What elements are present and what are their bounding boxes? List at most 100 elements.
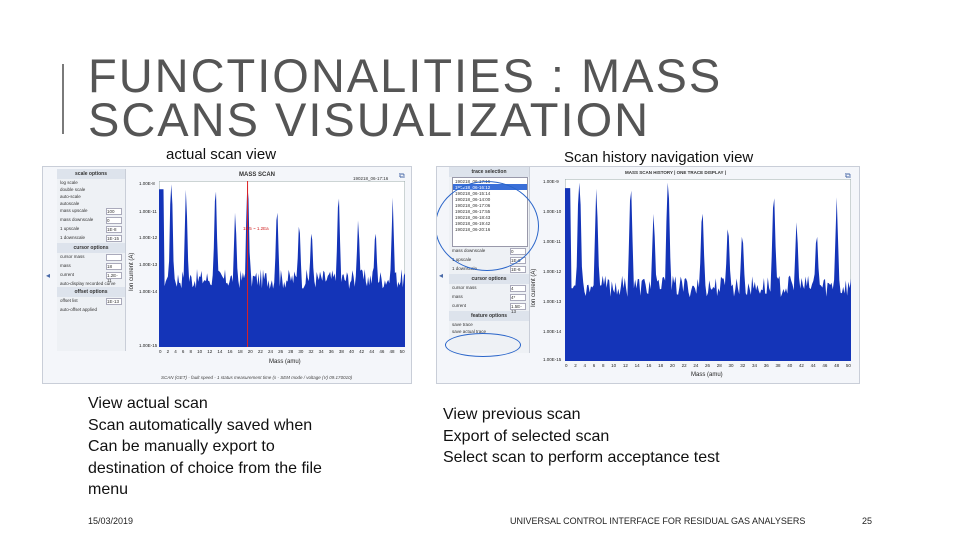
left-ytick: 1.00E-8 <box>139 181 155 186</box>
page-number: 25 <box>862 516 873 526</box>
footer-date: 15/03/2019 <box>88 516 134 526</box>
left-ytick: 1.00E-14 <box>139 289 158 294</box>
export-icon[interactable]: ⧉ <box>845 171 851 180</box>
feature-row[interactable]: save trace <box>452 322 473 327</box>
config-row[interactable]: mass downscale 0 <box>57 216 125 225</box>
left-plot-timestamp: 190218_06-17:16 <box>353 176 389 181</box>
x-tick-label: 2 <box>166 349 170 354</box>
x-tick-label: 0 <box>159 349 162 354</box>
config-row[interactable]: 1 downscale 1E-6 <box>449 265 529 274</box>
left-status-footnote: SCAN (GET) - fault speed - 1 status meas… <box>161 375 353 380</box>
cursor-row[interactable]: cursor mass 4 <box>449 284 529 293</box>
bullet-item: View previous scan <box>443 406 581 423</box>
x-tick-label: 34 <box>751 363 757 368</box>
right-ytick: 1.00E-11 <box>543 239 561 244</box>
collapse-arrow-icon[interactable]: ◂ <box>46 271 51 280</box>
x-tick-label: 8 <box>189 349 193 354</box>
x-tick-label: 44 <box>810 363 816 368</box>
actual-scan-screenshot: scale options log scale double scale aut… <box>42 166 412 384</box>
left-xticks: 0 2 4 6 8 10 12 14 16 18 20 22 24 26 28 30 32 34 36 38 40 42 4… <box>159 349 405 354</box>
config-row[interactable]: 1 upscale 1E-8 <box>57 225 125 234</box>
x-tick-label: 10 <box>197 349 203 354</box>
extra-row[interactable]: auto-display recorded curve <box>60 281 116 286</box>
x-tick-label: 46 <box>379 349 385 354</box>
x-tick-label: 50 <box>845 363 851 368</box>
feature-row[interactable]: save actual trace <box>452 329 487 334</box>
x-tick-label: 12 <box>207 349 213 354</box>
trace-list-item[interactable]: 190218_06-17:16 <box>455 178 491 184</box>
collapse-arrow-icon[interactable]: ◂ <box>439 271 444 280</box>
x-tick-label: 38 <box>775 363 781 368</box>
cursor-options-header: cursor options <box>449 274 529 284</box>
x-tick-label: 42 <box>359 349 365 354</box>
x-tick-label: 24 <box>268 349 274 354</box>
x-tick-label: 40 <box>787 363 793 368</box>
x-tick-label: 36 <box>763 363 769 368</box>
right-ytick: 1.00E-12 <box>543 269 562 274</box>
bullet-item: Export of selected scan <box>443 427 610 445</box>
x-tick-label: 14 <box>217 349 223 354</box>
x-tick-label: 30 <box>728 363 734 368</box>
slide-title: FUNCTIONALITIES : MASS SCANS VISUALIZATI… <box>88 49 723 146</box>
cursor-marker-label: 18.5 ~ 1.2Ea <box>243 226 269 231</box>
x-tick-label: 8 <box>601 363 605 368</box>
right-ytick: 1.00E-13 <box>543 299 562 304</box>
x-tick-label: 28 <box>716 363 722 368</box>
x-tick-label: 6 <box>181 349 185 354</box>
config-row[interactable]: mass upscale 100 <box>57 207 125 216</box>
right-ytick: 1.00E-15 <box>543 357 562 362</box>
feature-highlight-oval <box>445 333 521 357</box>
right-caption: Scan history navigation view <box>564 149 754 166</box>
x-tick-label: 4 <box>174 349 177 354</box>
scale-row[interactable]: double scale <box>60 187 86 192</box>
left-ytick: 1.00E-13 <box>139 262 158 267</box>
spectrum-area <box>159 184 405 347</box>
cursor-row[interactable]: mass 18 <box>57 262 125 271</box>
right-ylabel: Ion current (A) <box>531 268 537 307</box>
bullet-item: Scan automatically saved when <box>88 416 313 434</box>
right-xlabel: Mass (amu) <box>691 372 723 378</box>
offset-row[interactable]: auto-offset applied <box>60 307 97 312</box>
x-tick-label: 0 <box>565 363 568 368</box>
cursor-row[interactable]: mass 4* <box>449 293 529 302</box>
x-tick-label: 10 <box>611 363 617 368</box>
x-tick-label: 24 <box>693 363 699 368</box>
bullet-item: menu <box>88 481 129 498</box>
x-tick-label: 36 <box>328 349 334 354</box>
x-tick-label: 16 <box>227 349 233 354</box>
x-tick-label: 44 <box>369 349 375 354</box>
x-tick-label: 48 <box>834 363 840 368</box>
title-accent-bar <box>62 64 64 134</box>
x-tick-label: 34 <box>318 349 324 354</box>
x-tick-label: 28 <box>288 349 294 354</box>
cursor-row[interactable]: current 1.2E-11 <box>57 271 125 283</box>
left-spectrum-plot <box>159 181 405 347</box>
left-xlabel: Mass (amu) <box>269 359 301 365</box>
cursor-row[interactable]: current 1.5E-13 <box>449 302 529 314</box>
x-tick-label: 20 <box>247 349 253 354</box>
x-tick-label: 32 <box>740 363 746 368</box>
cursor-options-header: cursor options <box>57 243 125 253</box>
x-tick-label: 14 <box>634 363 640 368</box>
x-tick-label: 18 <box>658 363 664 368</box>
x-tick-label: 22 <box>681 363 687 368</box>
scale-options-header: scale options <box>57 169 125 179</box>
offset-row[interactable]: offset list 1E-13 <box>57 297 125 306</box>
right-ytick: 1.00E-14 <box>543 329 562 334</box>
scale-row[interactable]: autoscale <box>60 201 80 206</box>
x-tick-label: 32 <box>308 349 314 354</box>
offset-options-header: offset options <box>57 287 125 297</box>
x-tick-label: 22 <box>257 349 263 354</box>
left-ytick: 1.00E-15 <box>139 343 158 348</box>
config-row[interactable]: 1 downscale 1E-15 <box>57 234 125 243</box>
scale-row[interactable]: auto-scale <box>60 194 81 199</box>
x-tick-label: 26 <box>278 349 284 354</box>
bullet-item: Select scan to perform acceptance test <box>443 449 720 466</box>
cursor-row[interactable]: cursor mass <box>57 253 125 262</box>
left-bullet-list: View actual scan Scan automatically save… <box>88 393 322 501</box>
x-tick-label: 48 <box>389 349 395 354</box>
trace-list-highlight-oval <box>437 181 539 271</box>
x-tick-label: 42 <box>798 363 804 368</box>
scale-row[interactable]: log scale <box>60 180 78 185</box>
export-icon[interactable]: ⧉ <box>399 171 405 180</box>
